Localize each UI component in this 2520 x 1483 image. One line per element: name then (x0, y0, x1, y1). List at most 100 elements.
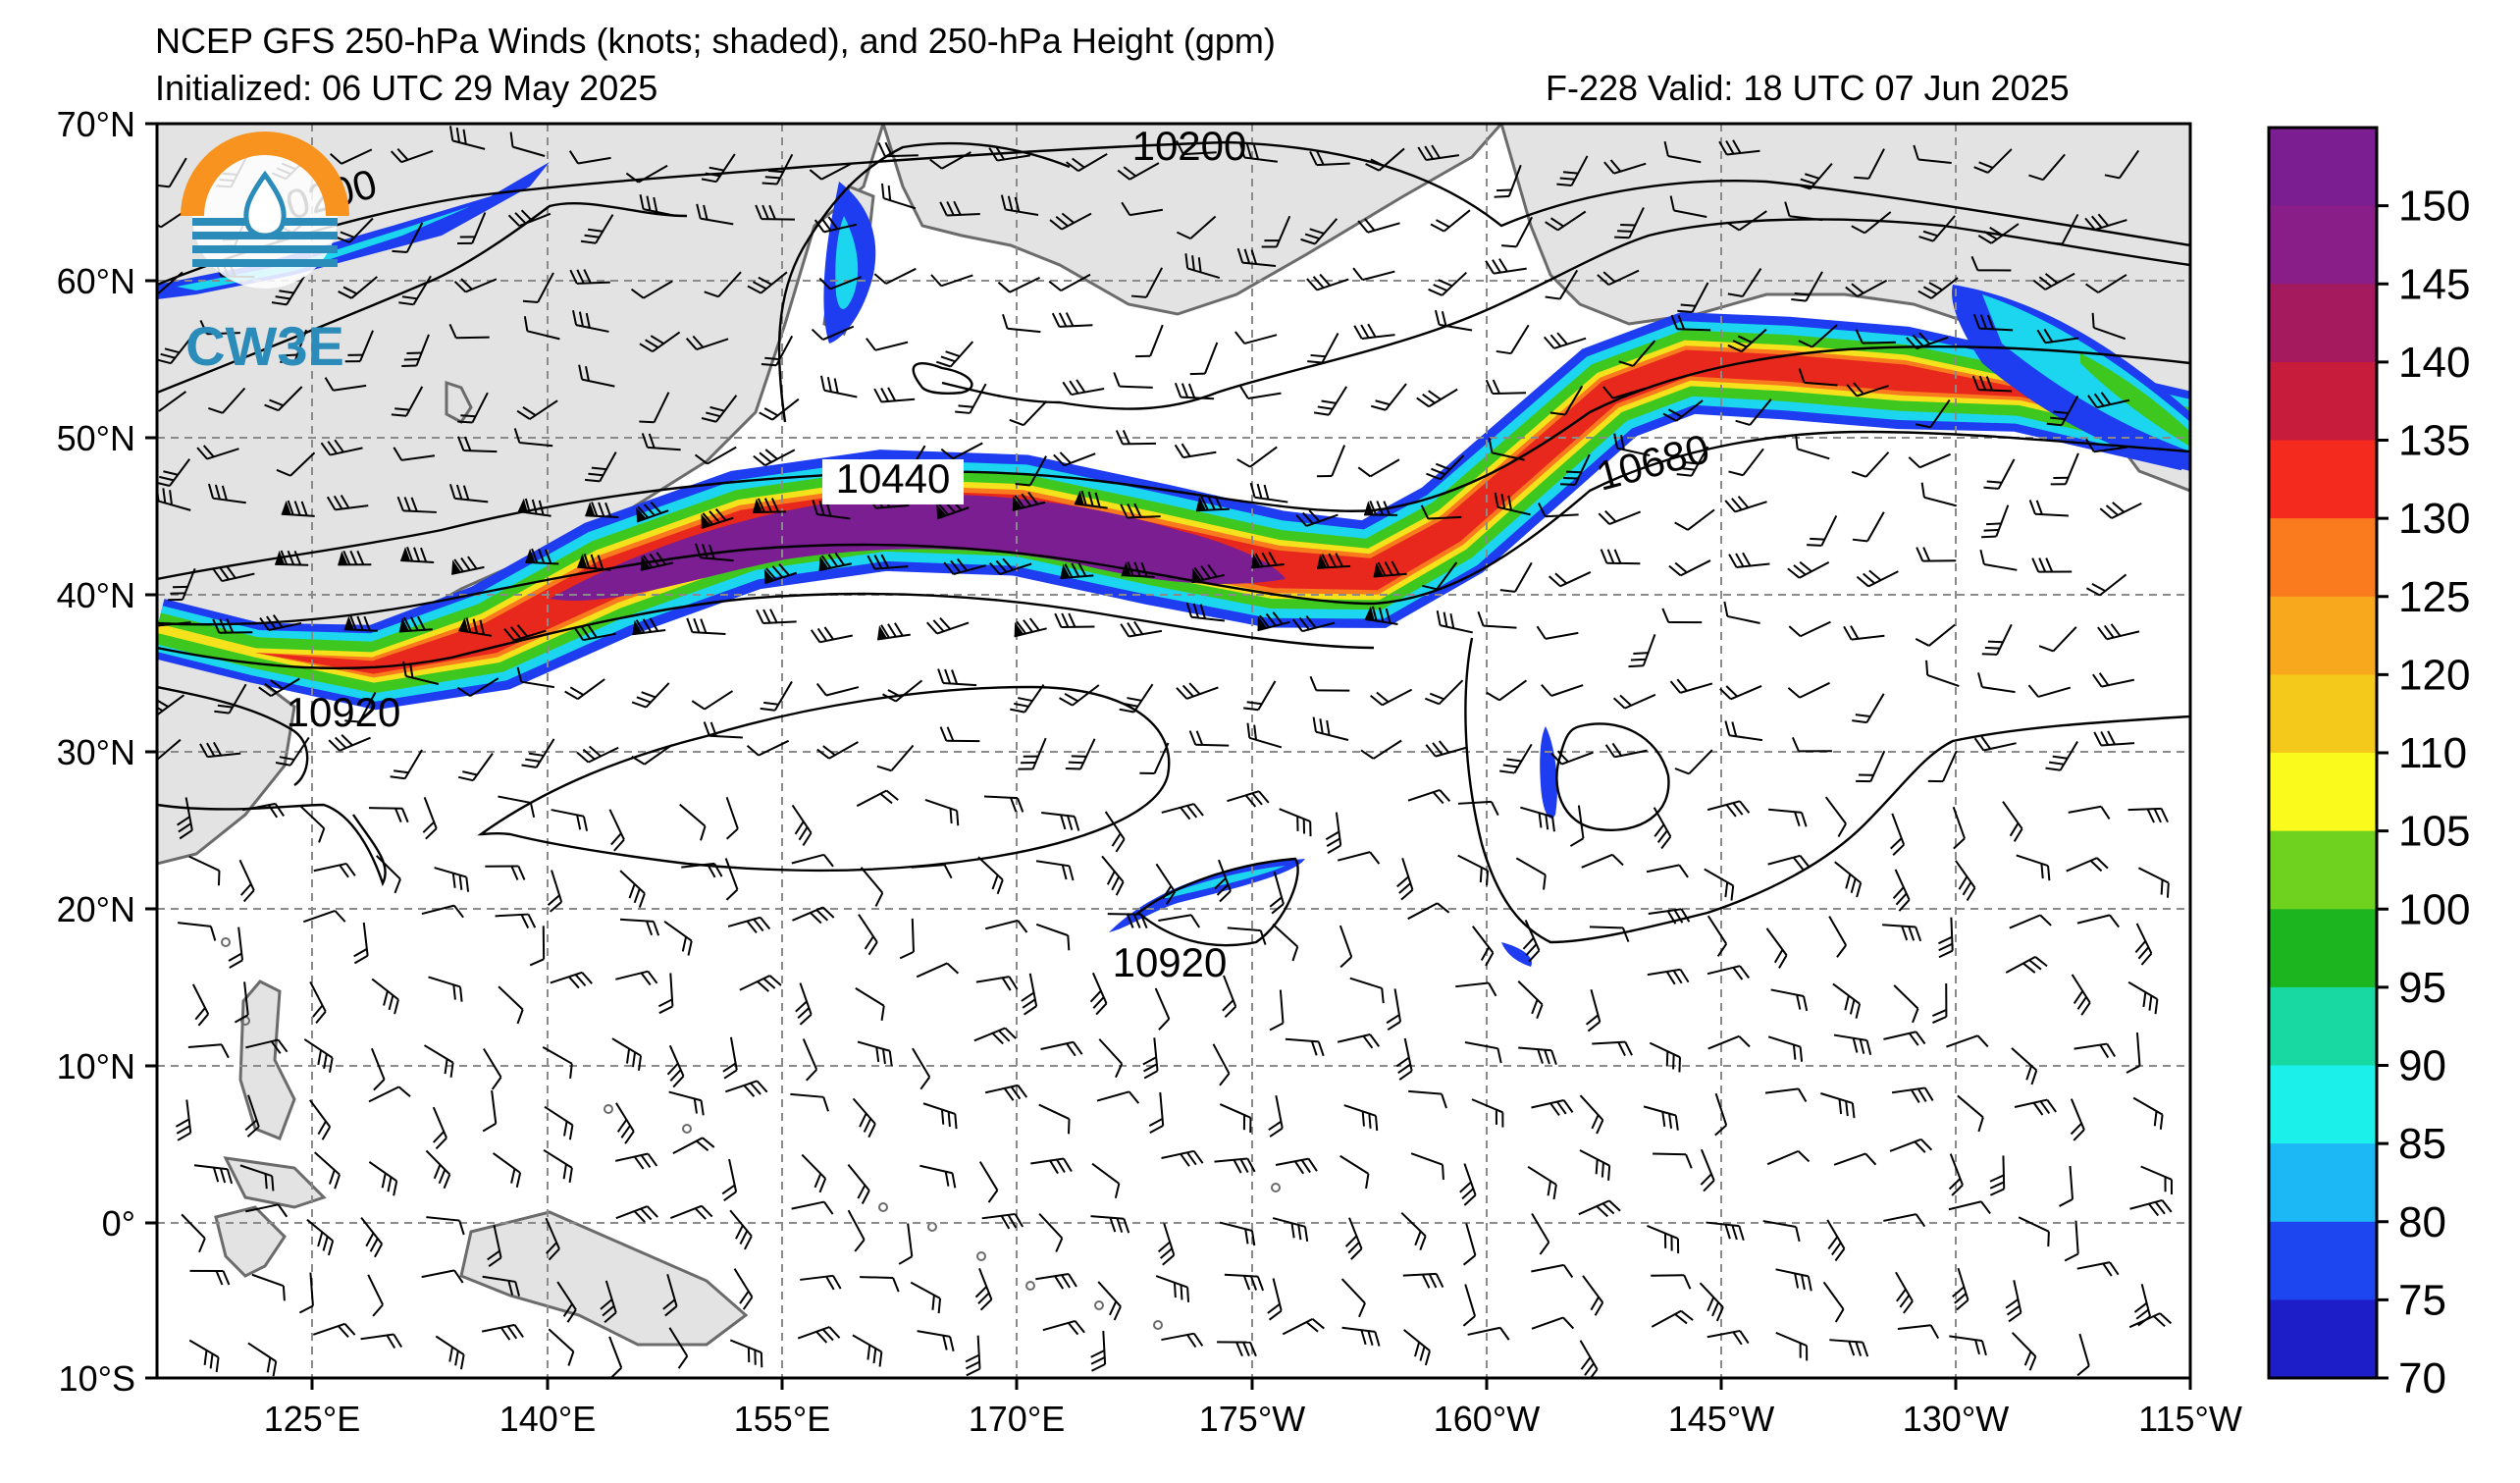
wind-barb (1973, 148, 2013, 174)
wind-barb (1597, 269, 1640, 287)
wind-barbs (157, 126, 2174, 1378)
wind-barb (1604, 742, 1648, 759)
land-polygon (881, 124, 1504, 316)
wind-barb (175, 1099, 192, 1141)
wind-barb (1581, 853, 1624, 869)
wind-barb (238, 859, 255, 903)
wind-barb (544, 1105, 574, 1140)
wind-barb (298, 1272, 314, 1314)
wind-barb (1090, 1215, 1130, 1234)
wind-barb (1344, 1217, 1363, 1260)
wind-barb (1957, 1094, 1984, 1133)
colorbar-tick-label: 145 (2398, 260, 2470, 308)
wind-barb (1582, 1275, 1604, 1316)
wind-barb (1676, 446, 1709, 477)
wind-barb (800, 1274, 842, 1291)
wind-barb (1889, 1138, 1933, 1153)
wind-barb (580, 214, 614, 244)
wind-barb (343, 615, 378, 632)
height-contour (477, 685, 1171, 873)
wind-barb (1700, 1148, 1715, 1192)
wind-barb (1300, 218, 1339, 245)
wind-barb (691, 690, 734, 711)
wind-barb (747, 271, 788, 294)
lat-label: 60°N (57, 261, 135, 301)
wind-barb (1706, 1329, 1750, 1346)
wind-barb (1949, 1335, 1987, 1356)
wind-barb (214, 683, 247, 715)
wind-barb (608, 809, 625, 852)
wind-barb (482, 1089, 498, 1133)
wind-barb (1646, 864, 1689, 878)
lat-label: 50°N (57, 418, 135, 458)
island (1094, 1300, 1104, 1310)
wind-barb (1148, 1091, 1165, 1134)
wind-barb (912, 1047, 931, 1090)
wind-barb (234, 981, 249, 1024)
wind-barb (984, 1084, 1028, 1101)
wind-barb (457, 753, 494, 782)
wind-barb (2104, 149, 2140, 180)
wind-barb (1002, 313, 1041, 334)
island (1153, 1320, 1163, 1330)
wind-barb (1653, 807, 1672, 850)
wind-barb (696, 203, 734, 226)
wind-barb (550, 971, 593, 989)
wind-barb (1707, 1034, 1751, 1050)
wind-barb (456, 677, 499, 698)
wind-barb (189, 1269, 231, 1286)
wind-barb (1952, 806, 1966, 850)
wind-barb (1723, 601, 1760, 624)
wind-barb (978, 1161, 999, 1203)
wind-barb (1407, 788, 1451, 805)
wind-barb (1592, 1040, 1633, 1057)
wind-barb (1340, 1278, 1366, 1318)
wind-barb (1727, 268, 1762, 298)
colorbar-tick-label: 70 (2398, 1354, 2446, 1403)
jet-band-east (2080, 353, 2190, 447)
wind-barb (939, 200, 980, 217)
wind-barb (523, 316, 560, 341)
wind-barb (722, 1036, 738, 1080)
wind-barb (271, 276, 305, 306)
wind-barb (1897, 1324, 1940, 1340)
wind-barb (247, 1342, 278, 1377)
wind-barb (866, 338, 909, 351)
initialized-time: Initialized: 06 UTC 29 May 2025 (155, 68, 658, 108)
wind-barb (1417, 144, 1460, 161)
wind-barb (1856, 750, 1886, 783)
wind-barb (1517, 980, 1544, 1020)
wind-barb (1370, 383, 1407, 411)
colorbar-bin (2269, 674, 2377, 754)
wind-barb (157, 458, 190, 487)
cw3e-logo: CW3E (181, 132, 349, 377)
wind-barb (1854, 148, 1885, 180)
wind-barb (258, 677, 300, 698)
wind-barb (669, 1204, 713, 1220)
wind-barb (578, 364, 615, 388)
wind-barb (1527, 1165, 1557, 1200)
wind-barb (1882, 924, 1922, 942)
wind-barb (1174, 443, 1217, 459)
wind-barb (1471, 1098, 1504, 1128)
land-polygon (1499, 124, 2190, 493)
colorbar-tick-label: 150 (2398, 183, 2470, 231)
jet-band-subtropical (1109, 859, 1305, 932)
wind-barb (1014, 617, 1047, 638)
wind-barb (1090, 1330, 1107, 1372)
wind-barb (2028, 500, 2069, 517)
wind-barb (1062, 379, 1105, 397)
wind-barb (276, 451, 316, 477)
wind-barb (2074, 1042, 2117, 1059)
lon-label: 145°W (1668, 1399, 1774, 1439)
wind-barb (360, 1217, 384, 1258)
wind-barb (1257, 611, 1290, 632)
wind-barb (1104, 811, 1126, 853)
wind-barb (1158, 914, 1201, 928)
contour-label: 10440 (836, 455, 951, 502)
wind-barb (547, 870, 563, 913)
wind-barb (1531, 1099, 1574, 1117)
height-contour (1136, 857, 1299, 947)
wind-barb (1724, 720, 1763, 742)
wind-barb (1549, 385, 1584, 416)
